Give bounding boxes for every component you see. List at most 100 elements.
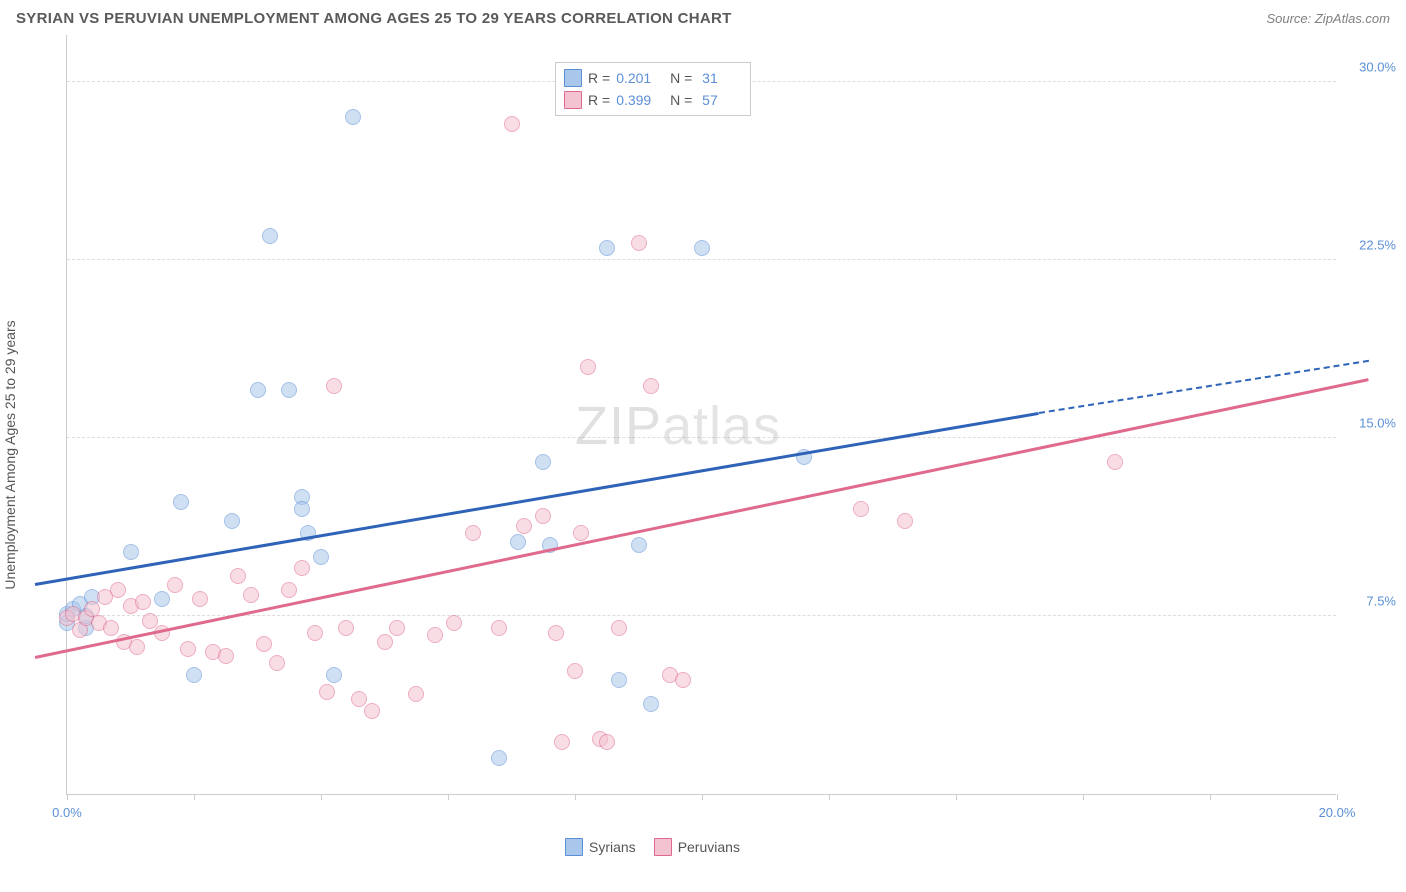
data-point [262,228,278,244]
data-point [129,639,145,655]
source-prefix: Source: [1266,11,1314,26]
x-tick [1337,794,1338,800]
data-point [1107,454,1123,470]
legend-label: Syrians [589,839,636,855]
data-point [224,513,240,529]
y-tick-label: 15.0% [1346,415,1396,430]
stat-key: R = [588,70,610,86]
data-point [180,641,196,657]
stat-key: R = [588,92,610,108]
source-link[interactable]: ZipAtlas.com [1315,11,1390,26]
gridline [67,259,1336,260]
data-point [345,109,361,125]
legend-item: Syrians [565,838,636,856]
data-point [307,625,323,641]
y-axis-label: Unemployment Among Ages 25 to 29 years [2,320,18,589]
gridline [67,615,1336,616]
data-point [675,672,691,688]
data-point [313,549,329,565]
data-point [446,615,462,631]
data-point [611,672,627,688]
y-tick-label: 30.0% [1346,59,1396,74]
data-point [250,382,266,398]
data-point [427,627,443,643]
data-point [364,703,380,719]
data-point [173,494,189,510]
legend-swatch [564,91,582,109]
x-tick [67,794,68,800]
data-point [643,696,659,712]
x-tick-label-right: 20.0% [1319,805,1356,820]
data-point [281,582,297,598]
x-tick [956,794,957,800]
x-tick [1083,794,1084,800]
data-point [853,501,869,517]
data-point [142,613,158,629]
data-point [377,634,393,650]
data-point [491,620,507,636]
x-tick [702,794,703,800]
legend-item: Peruvians [654,838,740,856]
legend-swatch [564,69,582,87]
data-point [230,568,246,584]
data-point [192,591,208,607]
data-point [694,240,710,256]
data-point [243,587,259,603]
x-tick [829,794,830,800]
y-tick-label: 22.5% [1346,237,1396,252]
data-point [611,620,627,636]
data-point [256,636,272,652]
data-point [319,684,335,700]
data-point [897,513,913,529]
data-point [510,534,526,550]
data-point [338,620,354,636]
x-tick [1210,794,1211,800]
data-point [110,582,126,598]
stat-key: N = [666,92,692,108]
data-point [504,116,520,132]
chart-container: Unemployment Among Ages 25 to 29 years 7… [16,35,1390,875]
stats-row: R =0.201 N = 31 [564,67,742,89]
data-point [154,591,170,607]
stat-key: N = [666,70,692,86]
data-point [548,625,564,641]
data-point [631,235,647,251]
x-tick [321,794,322,800]
data-point [580,359,596,375]
data-point [123,544,139,560]
data-point [135,594,151,610]
data-point [535,508,551,524]
data-point [554,734,570,750]
legend: Syrians Peruvians [565,838,740,856]
legend-label: Peruvians [678,839,740,855]
y-tick-label: 7.5% [1346,593,1396,608]
data-point [573,525,589,541]
gridline [67,437,1336,438]
data-point [643,378,659,394]
data-point [281,382,297,398]
stats-box: R =0.201 N = 31R =0.399 N = 57 [555,62,751,116]
data-point [351,691,367,707]
legend-swatch [565,838,583,856]
stat-n: 31 [698,70,742,86]
data-point [491,750,507,766]
data-point [294,501,310,517]
data-point [103,620,119,636]
chart-title: SYRIAN VS PERUVIAN UNEMPLOYMENT AMONG AG… [16,10,732,27]
data-point [326,667,342,683]
data-point [599,240,615,256]
data-point [218,648,234,664]
data-point [465,525,481,541]
data-point [326,378,342,394]
source-label: Source: ZipAtlas.com [1266,11,1390,26]
data-point [294,560,310,576]
data-point [599,734,615,750]
data-point [186,667,202,683]
data-point [535,454,551,470]
data-point [516,518,532,534]
x-tick-label-left: 0.0% [52,805,82,820]
data-point [631,537,647,553]
x-tick [194,794,195,800]
trend-line-dashed [1038,360,1369,414]
data-point [269,655,285,671]
